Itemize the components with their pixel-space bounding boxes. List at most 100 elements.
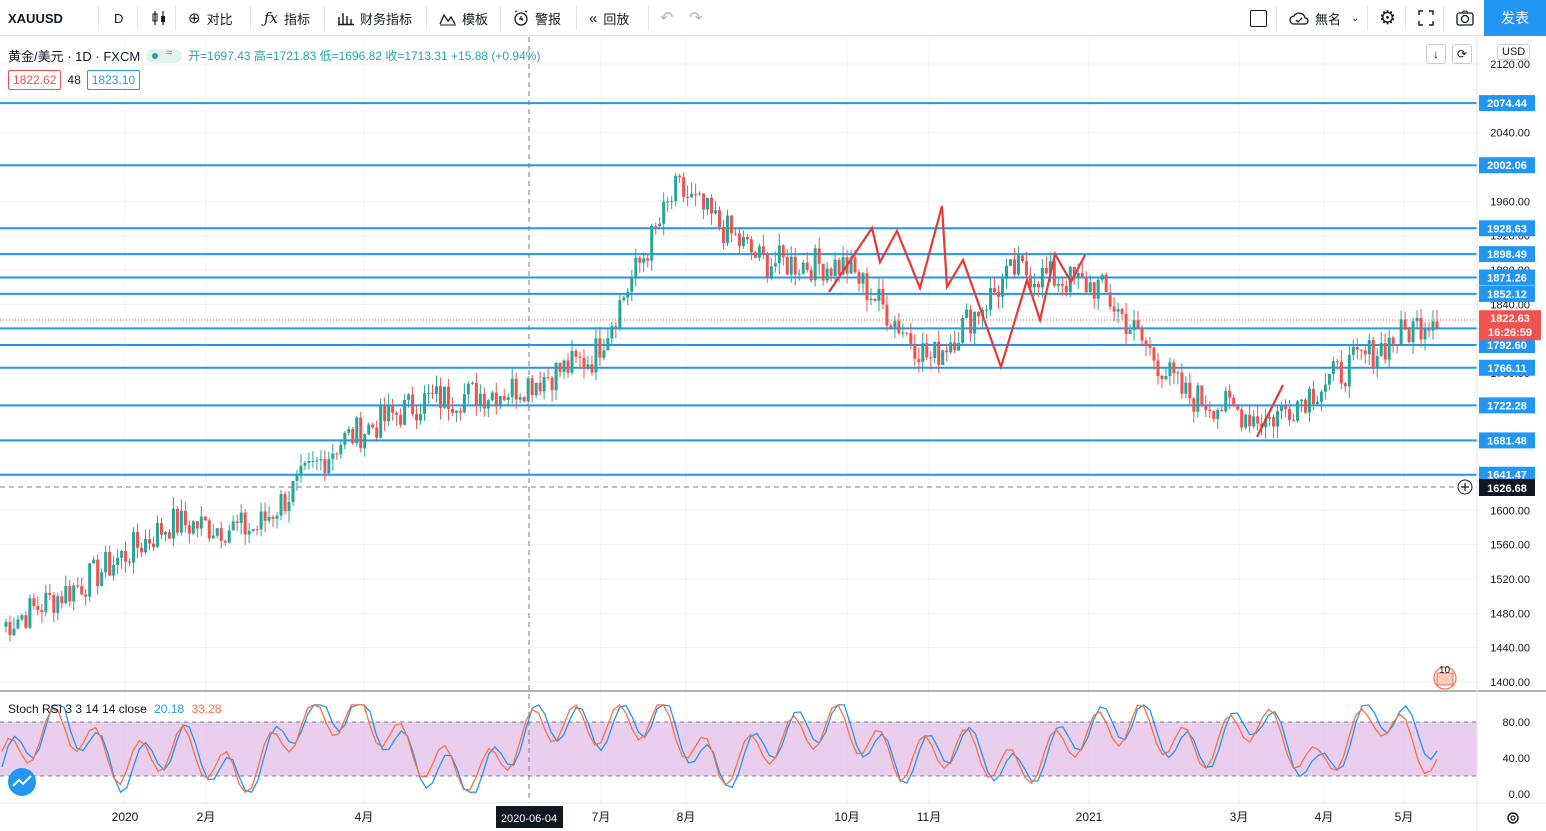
- candle-body: [937, 341, 941, 365]
- publish-button[interactable]: 发表: [1484, 0, 1546, 36]
- candle-body: [419, 414, 423, 421]
- plus-circle-icon: ⊕: [188, 10, 201, 27]
- wave-icon: ≈: [166, 46, 173, 59]
- candle-body: [813, 248, 817, 281]
- candle-body: [825, 268, 829, 281]
- current-price-badge: [1479, 310, 1541, 341]
- candle-body: [275, 515, 279, 519]
- candle-body: [829, 268, 833, 276]
- candle-body: [159, 522, 163, 535]
- refresh-icon: ⟳: [1456, 47, 1468, 61]
- candle-body: [702, 193, 706, 210]
- fullscreen-button[interactable]: [1411, 0, 1441, 36]
- candle-body: [873, 298, 877, 301]
- candle-body: [415, 414, 419, 421]
- redo-button[interactable]: ↷: [683, 0, 708, 36]
- candle-body: [781, 245, 785, 258]
- level-label: 1792.60: [1487, 340, 1527, 352]
- settings-button[interactable]: ⚙: [1373, 0, 1402, 36]
- chart-style-button[interactable]: [144, 0, 174, 36]
- candle-body: [319, 459, 323, 461]
- candle-body: [48, 592, 52, 596]
- sell-price-button[interactable]: 1822.62: [8, 70, 62, 90]
- reload-button[interactable]: ⟳: [1452, 44, 1472, 64]
- interval-button[interactable]: D: [108, 0, 129, 36]
- candle-body: [315, 460, 319, 462]
- candle-body: [514, 378, 518, 400]
- candle-body: [120, 550, 124, 558]
- indicators-button[interactable]: ƒx 指标: [258, 0, 316, 36]
- layout-toggle-button[interactable]: [1244, 0, 1273, 36]
- candle-body: [331, 453, 335, 459]
- compare-button[interactable]: ⊕ 对比: [182, 0, 239, 36]
- candle-body: [271, 516, 275, 519]
- candle-body: [1152, 347, 1156, 361]
- square-icon: [1250, 9, 1267, 27]
- candle-body: [1244, 414, 1248, 428]
- candle-body: [147, 538, 151, 544]
- alarm-clock-icon: [514, 10, 528, 26]
- bottom-left-logo: [8, 768, 36, 796]
- candle-body: [482, 393, 486, 409]
- candle-body: [251, 529, 255, 531]
- price-chart[interactable]: 2120.002080.002040.002000.001960.001920.…: [0, 37, 1546, 831]
- candle-body: [155, 522, 159, 547]
- candle-body: [881, 288, 885, 305]
- rewind-icon: «: [589, 9, 598, 27]
- indicators-label: 指标: [284, 11, 311, 27]
- symbol-search-button[interactable]: XAUUSD: [2, 0, 69, 36]
- candle-body: [745, 237, 749, 240]
- candle-body: [666, 201, 670, 203]
- candle-body: [993, 288, 997, 293]
- buy-price-button[interactable]: 1823.10: [86, 70, 141, 90]
- candle-body: [1156, 360, 1160, 376]
- candle-body: [534, 382, 538, 396]
- candle-body: [1005, 265, 1008, 279]
- candle-body: [1008, 259, 1012, 266]
- candle-body: [1407, 329, 1411, 343]
- candle-body: [849, 257, 853, 274]
- templates-button[interactable]: 模板: [433, 0, 494, 36]
- candle-body: [1080, 272, 1084, 277]
- candle-body: [1264, 418, 1268, 428]
- candle-body: [622, 297, 626, 301]
- candle-body: [1016, 255, 1020, 275]
- level-badge: [1479, 95, 1535, 112]
- candle-body: [1100, 274, 1104, 280]
- stoch-legend: Stoch RSI 3 3 14 14 close 20.18 33.28: [8, 702, 222, 716]
- replay-button[interactable]: « 回放: [583, 0, 635, 36]
- time-axis: 2020 2月 4月 7月 8月 10月 11月 2021 3月 4月 5月 2020-06-04: [112, 806, 1413, 828]
- scroll-down-button[interactable]: ↓: [1426, 44, 1446, 64]
- alert-button[interactable]: 警报: [506, 0, 567, 36]
- candle-body: [1204, 405, 1208, 410]
- currency-button[interactable]: USD: [1497, 44, 1531, 60]
- candle-body: [817, 248, 821, 264]
- candle-body: [1423, 328, 1427, 340]
- candle-body: [897, 320, 901, 334]
- candle-body: [909, 333, 913, 344]
- candle-body: [1044, 267, 1048, 274]
- candle-body: [151, 543, 155, 547]
- candle-body: [578, 356, 582, 358]
- candle-body: [1132, 320, 1136, 330]
- candle-body: [167, 532, 171, 539]
- candle-body: [1347, 354, 1351, 387]
- symbol-title[interactable]: 黄金/美元 · 1D · FXCM: [8, 49, 141, 64]
- candle-body: [1252, 416, 1256, 427]
- stoch-title[interactable]: Stoch RSI 3 3 14 14 close: [8, 702, 147, 716]
- events-icon: 10: [1433, 665, 1457, 690]
- chart-grid: [0, 37, 1477, 803]
- candle-body: [44, 592, 48, 613]
- arrow-down-icon: ↓: [1433, 47, 1439, 61]
- snapshot-button[interactable]: [1449, 0, 1481, 36]
- candle-body: [4, 621, 8, 627]
- candle-body: [542, 377, 546, 392]
- candle-body: [1116, 309, 1120, 312]
- save-layout-button[interactable]: 無名 ⌄: [1282, 0, 1365, 36]
- candle-body: [686, 196, 690, 198]
- candle-body: [490, 392, 494, 401]
- financials-button[interactable]: 财务指标: [331, 0, 418, 36]
- undo-button[interactable]: ↶: [654, 0, 679, 36]
- candle-body: [945, 350, 949, 353]
- candle-body: [88, 563, 92, 597]
